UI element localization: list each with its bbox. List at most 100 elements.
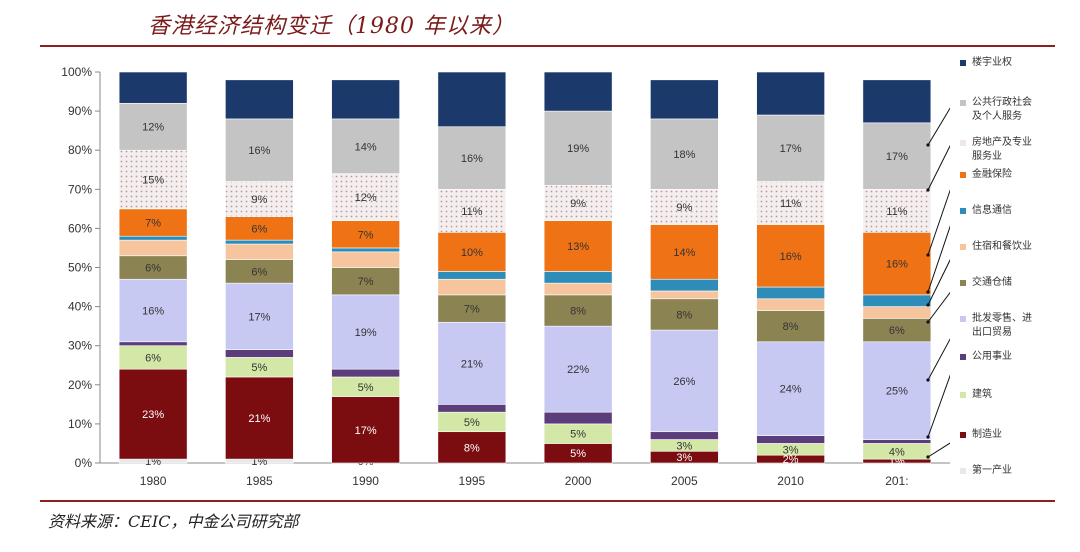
data-label: 12% (355, 192, 377, 204)
y-tick-label: 30% (68, 339, 92, 353)
data-label: 14% (673, 247, 695, 259)
data-label: 19% (567, 143, 589, 155)
legend-swatch (960, 392, 966, 398)
bar-segment (225, 239, 294, 245)
y-tick-label: 100% (61, 65, 92, 79)
bar-segment (225, 349, 294, 358)
legend-item: 建筑 (960, 388, 1070, 402)
bar-segment (650, 298, 719, 331)
x-tick-label: 1985 (246, 474, 273, 488)
leader-tip (926, 435, 930, 439)
data-label: 8% (464, 442, 480, 454)
data-label: 3% (676, 440, 692, 452)
leader-tip (926, 320, 930, 324)
bar-segment (543, 294, 613, 327)
bar-segment (650, 189, 719, 225)
data-label: 3% (783, 444, 799, 456)
bar-segment (756, 298, 825, 311)
bar-segment (118, 239, 188, 257)
legend-item: 制造业 (960, 428, 1070, 442)
data-label: 14% (355, 141, 377, 153)
leader-line (927, 374, 950, 438)
data-label: 8% (676, 309, 692, 321)
legend-item: 金融保险 (960, 168, 1070, 182)
x-tick-label: 2005 (671, 474, 698, 488)
leader-tip (926, 303, 930, 307)
legend-swatch (960, 432, 966, 438)
data-label: 7% (358, 229, 374, 241)
bar-segment (543, 220, 613, 272)
stacked-bar-chart: 0%10%20%30%40%50%60%70%80%90%100%1%23%6%… (61, 65, 950, 488)
bar-segment (331, 251, 400, 268)
x-tick-label: 201: (885, 474, 908, 488)
legend-item: 住宿和餐饮业 (960, 240, 1070, 254)
x-tick-label: 1995 (459, 474, 486, 488)
data-label: 23% (142, 409, 164, 421)
data-label: 17% (780, 143, 802, 155)
bar-segment (225, 79, 294, 120)
bar-segment (437, 278, 507, 296)
data-label: 10% (461, 247, 483, 259)
bar-segment (331, 79, 400, 120)
y-tick-label: 80% (68, 143, 92, 157)
legend-item: 交通仓储 (960, 276, 1070, 290)
bar-segment (862, 79, 932, 124)
legend-label: 公共行政社会 及个人服务 (972, 97, 1032, 122)
bar-segment (118, 235, 188, 241)
y-tick-label: 10% (68, 417, 92, 431)
bar-segment (118, 368, 188, 460)
y-tick-label: 0% (75, 456, 93, 470)
bar-segment (437, 431, 507, 464)
legend-label: 第一产业 (972, 465, 1012, 476)
data-label: 6% (251, 266, 267, 278)
bar-segment (756, 71, 825, 116)
bar-segment (225, 181, 294, 217)
leader-line (927, 225, 950, 293)
bar-segment (756, 286, 825, 300)
bar-segment (543, 110, 613, 186)
data-label: 15% (142, 175, 164, 187)
y-tick-label: 40% (68, 300, 92, 314)
chart-title: 香港经济结构变迁（1980 年以来） (148, 14, 515, 39)
y-tick-label: 60% (68, 221, 92, 235)
bar-segment (862, 306, 932, 319)
bar-segment (331, 368, 400, 378)
bar-segment (543, 271, 613, 284)
bar-segment (118, 208, 188, 237)
data-label: 9% (251, 194, 267, 206)
data-label: 25% (886, 386, 908, 398)
leader-line (927, 442, 950, 458)
data-label: 11% (780, 198, 801, 210)
bar-segment (650, 224, 719, 280)
bar-segment (331, 247, 400, 253)
bar-segment (118, 71, 188, 104)
data-label: 7% (464, 304, 480, 316)
data-label: 16% (248, 145, 270, 157)
legend-swatch (960, 208, 966, 214)
data-label: 16% (780, 251, 802, 263)
data-label: 19% (355, 327, 377, 339)
data-label: 8% (570, 306, 586, 318)
y-tick-label: 50% (68, 261, 92, 275)
legend-label: 住宿和餐饮业 (972, 241, 1032, 252)
data-label: 5% (570, 448, 586, 460)
data-label: 5% (251, 362, 267, 374)
leader-tip (926, 188, 930, 192)
legend-item: 楼宇业权 (960, 56, 1070, 70)
data-label: 17% (355, 425, 377, 437)
data-label: 9% (676, 202, 692, 214)
leader-tip (926, 378, 930, 382)
data-label: 4% (889, 446, 905, 458)
legend-label: 楼宇业权 (972, 57, 1012, 68)
data-label: 16% (142, 306, 164, 318)
y-tick-label: 20% (68, 378, 92, 392)
bar-segment (331, 396, 400, 464)
legend-label: 交通仓储 (972, 277, 1012, 288)
bar-segment (756, 224, 825, 288)
bar-segment (650, 118, 719, 190)
leader-line (927, 189, 950, 256)
data-label: 7% (145, 218, 161, 230)
data-label: 11% (886, 206, 907, 218)
bar-segment (650, 290, 719, 300)
data-label: 3% (676, 452, 692, 464)
